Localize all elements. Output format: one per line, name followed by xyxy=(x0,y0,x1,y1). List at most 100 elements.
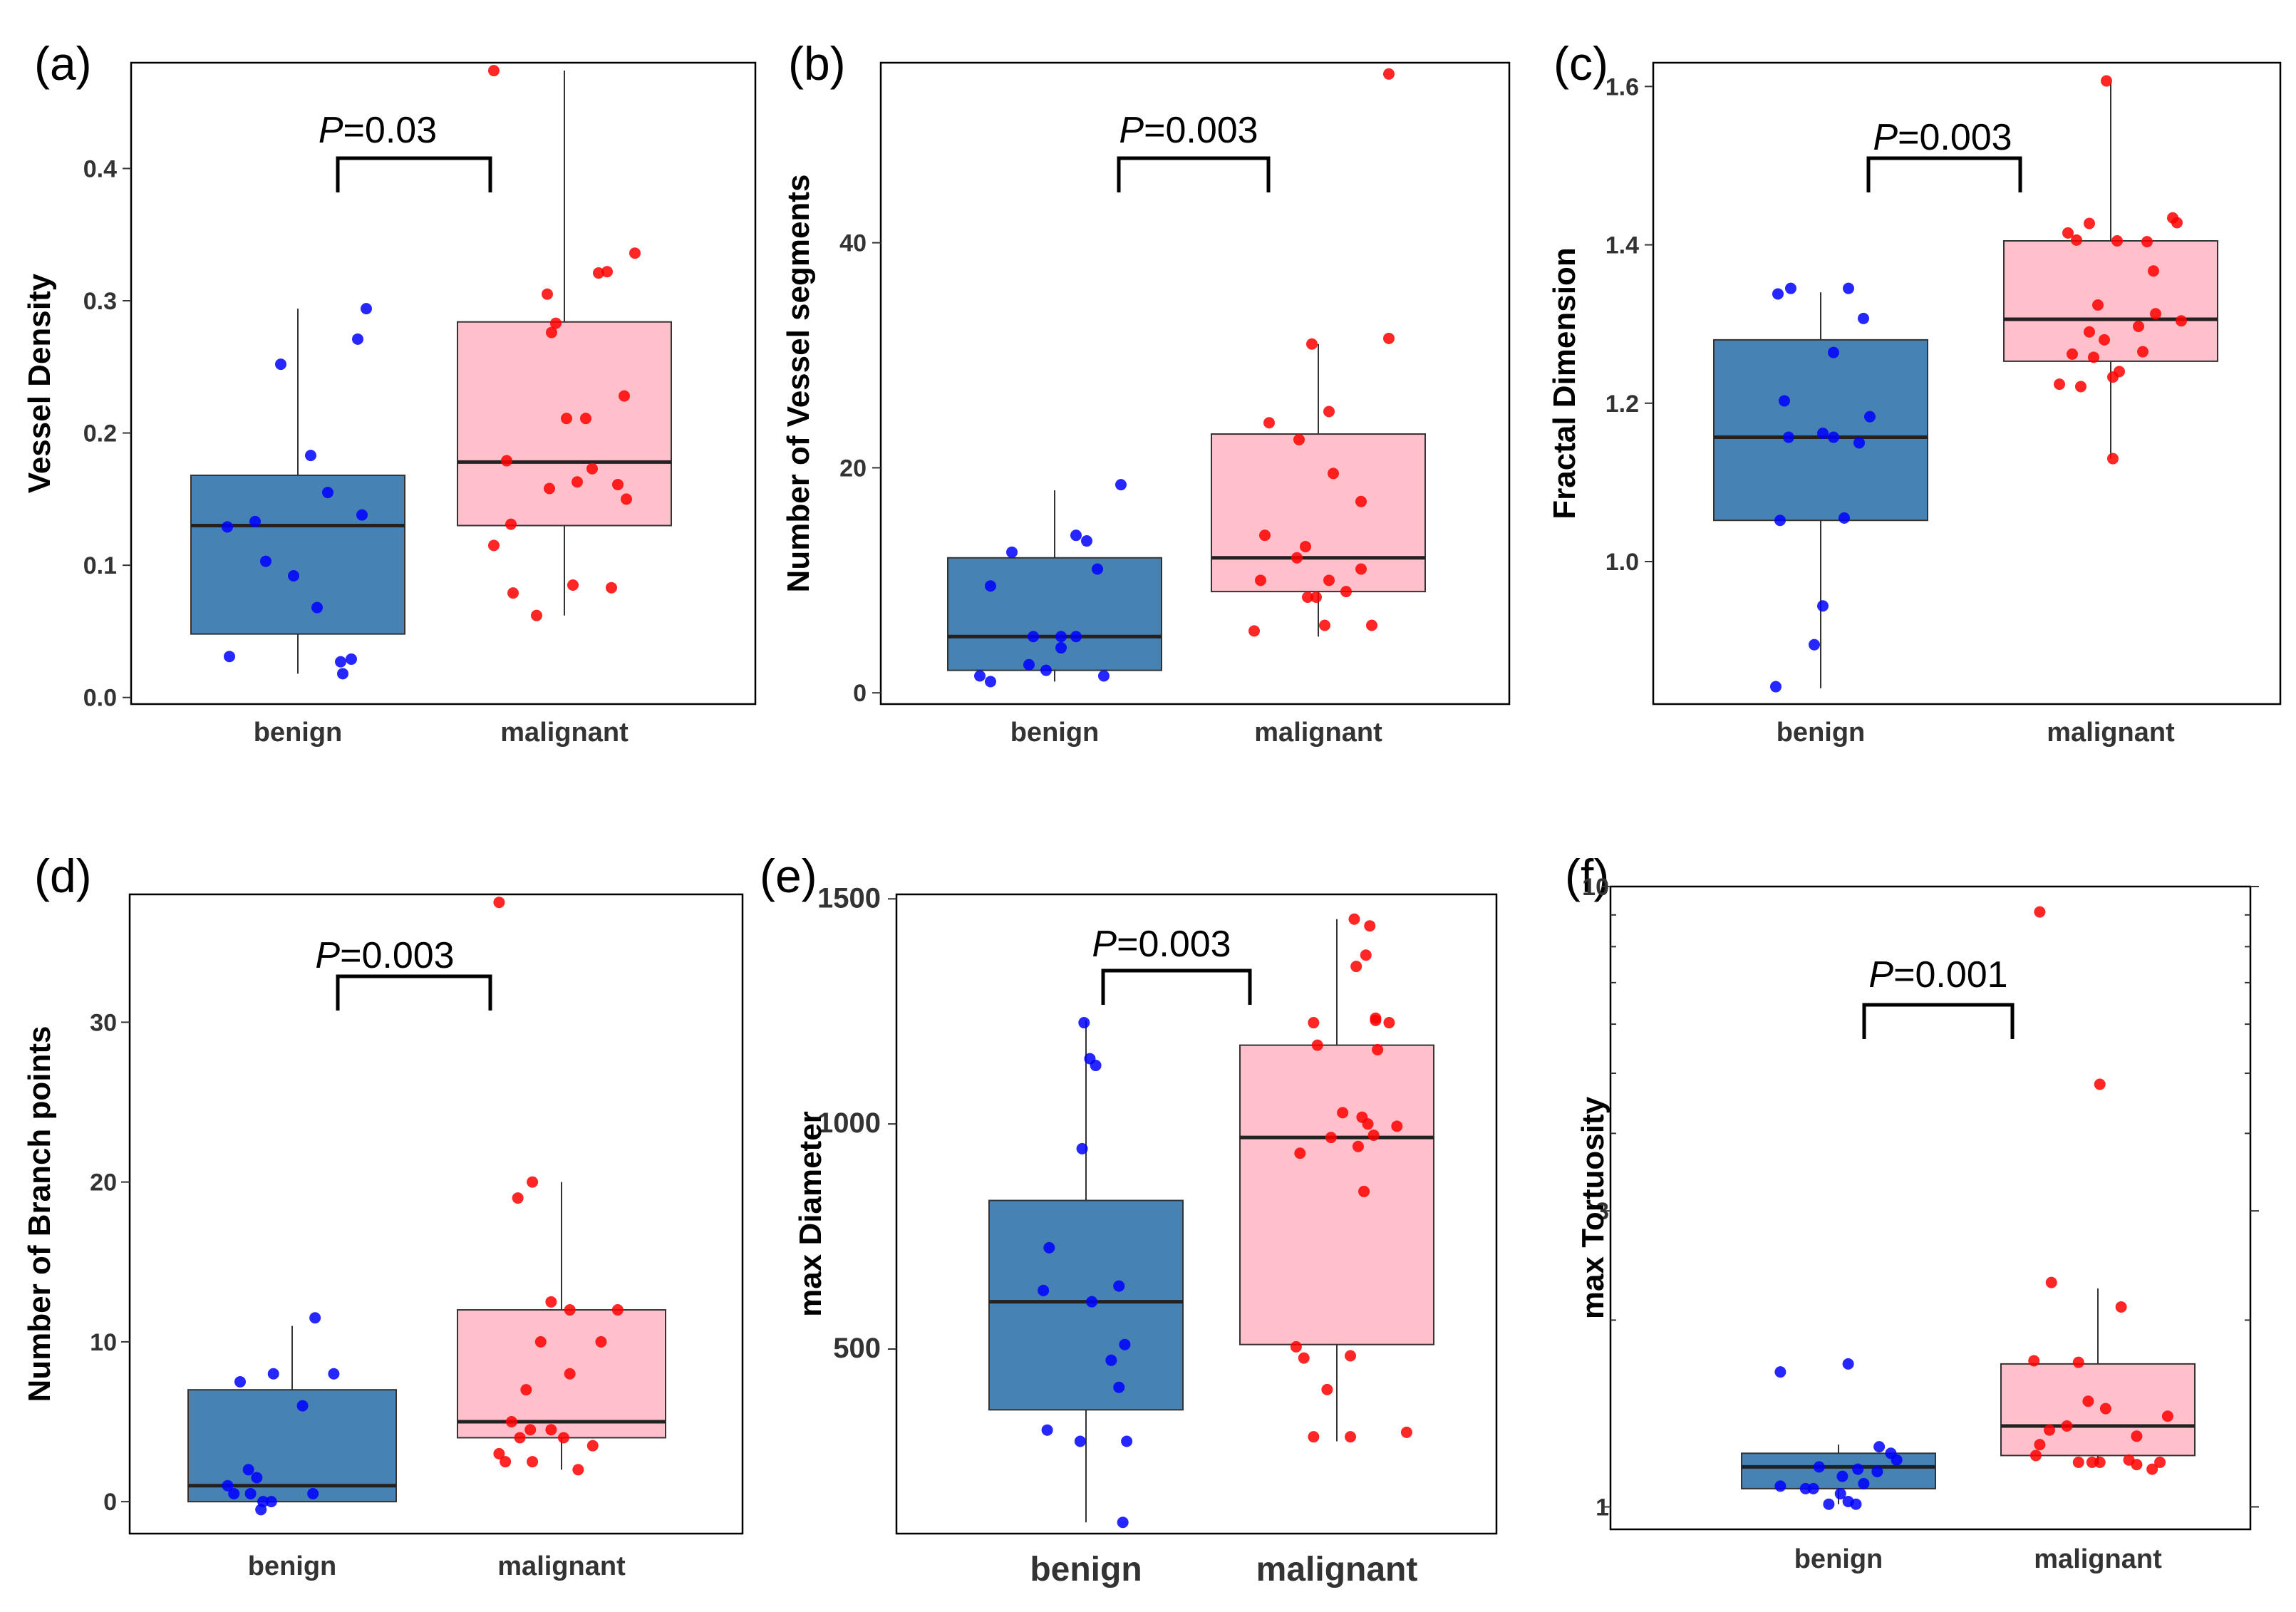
data-point-malignant xyxy=(1372,1043,1384,1055)
y-tick-label: 0 xyxy=(853,680,867,707)
data-point-benign xyxy=(1783,431,1794,443)
data-point-malignant xyxy=(1298,1352,1310,1364)
data-point-malignant xyxy=(542,288,553,300)
data-point-malignant xyxy=(2176,315,2187,327)
data-point-malignant xyxy=(2137,346,2148,358)
data-point-benign xyxy=(1078,1017,1090,1029)
data-point-benign xyxy=(1809,639,1820,651)
y-tick-label: 1.2 xyxy=(1605,391,1639,418)
data-point-benign xyxy=(296,1400,309,1412)
data-point-malignant xyxy=(2099,334,2110,346)
data-point-malignant xyxy=(586,463,598,475)
data-point-malignant xyxy=(1263,417,1275,429)
data-point-malignant xyxy=(507,587,519,599)
data-point-malignant xyxy=(514,1432,526,1444)
data-point-malignant xyxy=(2071,234,2082,246)
data-point-malignant xyxy=(1362,1118,1374,1130)
data-point-benign xyxy=(1023,658,1035,671)
data-point-benign xyxy=(361,303,372,315)
data-point-malignant xyxy=(1383,332,1395,344)
data-point-malignant xyxy=(488,65,500,77)
panel-d: (d) 0 10 20 30 Number of Branch points benign m… xyxy=(22,849,744,1581)
data-point-benign xyxy=(328,1368,340,1380)
significance-bracket xyxy=(1101,968,1252,1005)
data-point-malignant xyxy=(1360,949,1372,961)
data-point-malignant xyxy=(2034,1439,2046,1451)
data-point-malignant xyxy=(2075,381,2086,393)
significance-bracket xyxy=(336,156,492,192)
data-point-malignant xyxy=(2072,1456,2084,1468)
data-point-malignant xyxy=(621,493,632,505)
data-point-malignant xyxy=(1293,433,1305,445)
data-point-benign xyxy=(1774,515,1786,527)
panel-f: (f) 1 3 10 max Tortuosity benign malignant P=0.… xyxy=(1565,849,2259,1574)
significance-bracket xyxy=(336,974,492,1011)
plot-frame xyxy=(879,61,1511,706)
data-point-benign xyxy=(335,656,346,668)
data-point-malignant xyxy=(1290,1340,1302,1353)
data-point-benign xyxy=(1843,282,1854,294)
data-point-malignant xyxy=(1355,495,1367,507)
box-malignant xyxy=(1239,1044,1434,1345)
data-point-benign xyxy=(1098,670,1110,682)
data-point-benign xyxy=(1070,529,1082,542)
box-benign xyxy=(190,474,405,635)
data-point-benign xyxy=(1070,631,1082,643)
data-point-benign xyxy=(985,676,996,688)
category-label-benign: benign xyxy=(248,1551,337,1581)
data-point-benign xyxy=(1891,1454,1903,1466)
data-point-malignant xyxy=(1248,625,1260,637)
data-point-benign xyxy=(346,653,357,665)
y-tick-label: 30 xyxy=(90,1009,117,1036)
data-point-malignant xyxy=(2028,1355,2040,1367)
data-point-malignant xyxy=(1383,68,1395,80)
data-point-malignant xyxy=(1325,1132,1337,1144)
y-tick-label: 20 xyxy=(90,1169,117,1197)
data-point-benign xyxy=(1119,1338,1131,1350)
data-point-benign xyxy=(1772,288,1784,300)
data-point-benign xyxy=(1813,1461,1825,1473)
data-point-malignant xyxy=(2133,321,2144,332)
category-label-malignant: malignant xyxy=(497,1551,626,1581)
data-point-malignant xyxy=(1310,591,1322,603)
data-point-malignant xyxy=(2131,1459,2143,1471)
panel-label: (d) xyxy=(34,849,92,902)
data-point-malignant xyxy=(1400,1426,1412,1438)
data-point-benign xyxy=(352,333,363,345)
data-point-benign xyxy=(1807,1482,1819,1494)
data-point-benign xyxy=(228,1487,240,1499)
data-point-benign xyxy=(1055,642,1067,654)
data-point-benign xyxy=(305,450,316,462)
data-point-benign xyxy=(251,1472,263,1484)
y-tick-label: 3 xyxy=(1596,1198,1609,1225)
data-point-malignant xyxy=(2054,378,2065,391)
data-point-benign xyxy=(255,1504,267,1516)
data-point-benign xyxy=(1121,1435,1133,1447)
data-point-malignant xyxy=(2061,1420,2073,1432)
y-tick-label: 10 xyxy=(1582,874,1609,901)
data-point-malignant xyxy=(572,476,583,488)
y-tick-label: 1 xyxy=(1596,1494,1609,1521)
data-point-benign xyxy=(1113,1381,1125,1393)
data-point-benign xyxy=(265,1496,277,1508)
data-point-benign xyxy=(1779,395,1790,407)
data-point-benign xyxy=(244,1487,257,1499)
data-point-malignant xyxy=(1311,1039,1323,1051)
box-benign xyxy=(988,1199,1184,1411)
data-point-benign xyxy=(1871,1465,1883,1477)
data-point-malignant xyxy=(572,1464,584,1476)
y-axis-label: Number of Branch points xyxy=(22,1025,57,1402)
y-axis-label: max Diameter xyxy=(793,1111,828,1317)
data-point-malignant xyxy=(1255,574,1266,587)
panel-label: (a) xyxy=(34,37,92,90)
data-point-malignant xyxy=(1348,913,1360,925)
data-point-benign xyxy=(1076,1142,1088,1154)
panel-label: (c) xyxy=(1553,37,1608,90)
y-tick-label: 40 xyxy=(839,230,867,257)
data-point-malignant xyxy=(488,539,500,552)
data-point-malignant xyxy=(564,1368,576,1380)
data-point-malignant xyxy=(1370,1014,1382,1026)
data-point-malignant xyxy=(545,1424,557,1436)
category-label-malignant: malignant xyxy=(1256,1551,1418,1588)
data-point-malignant xyxy=(2082,1395,2094,1407)
